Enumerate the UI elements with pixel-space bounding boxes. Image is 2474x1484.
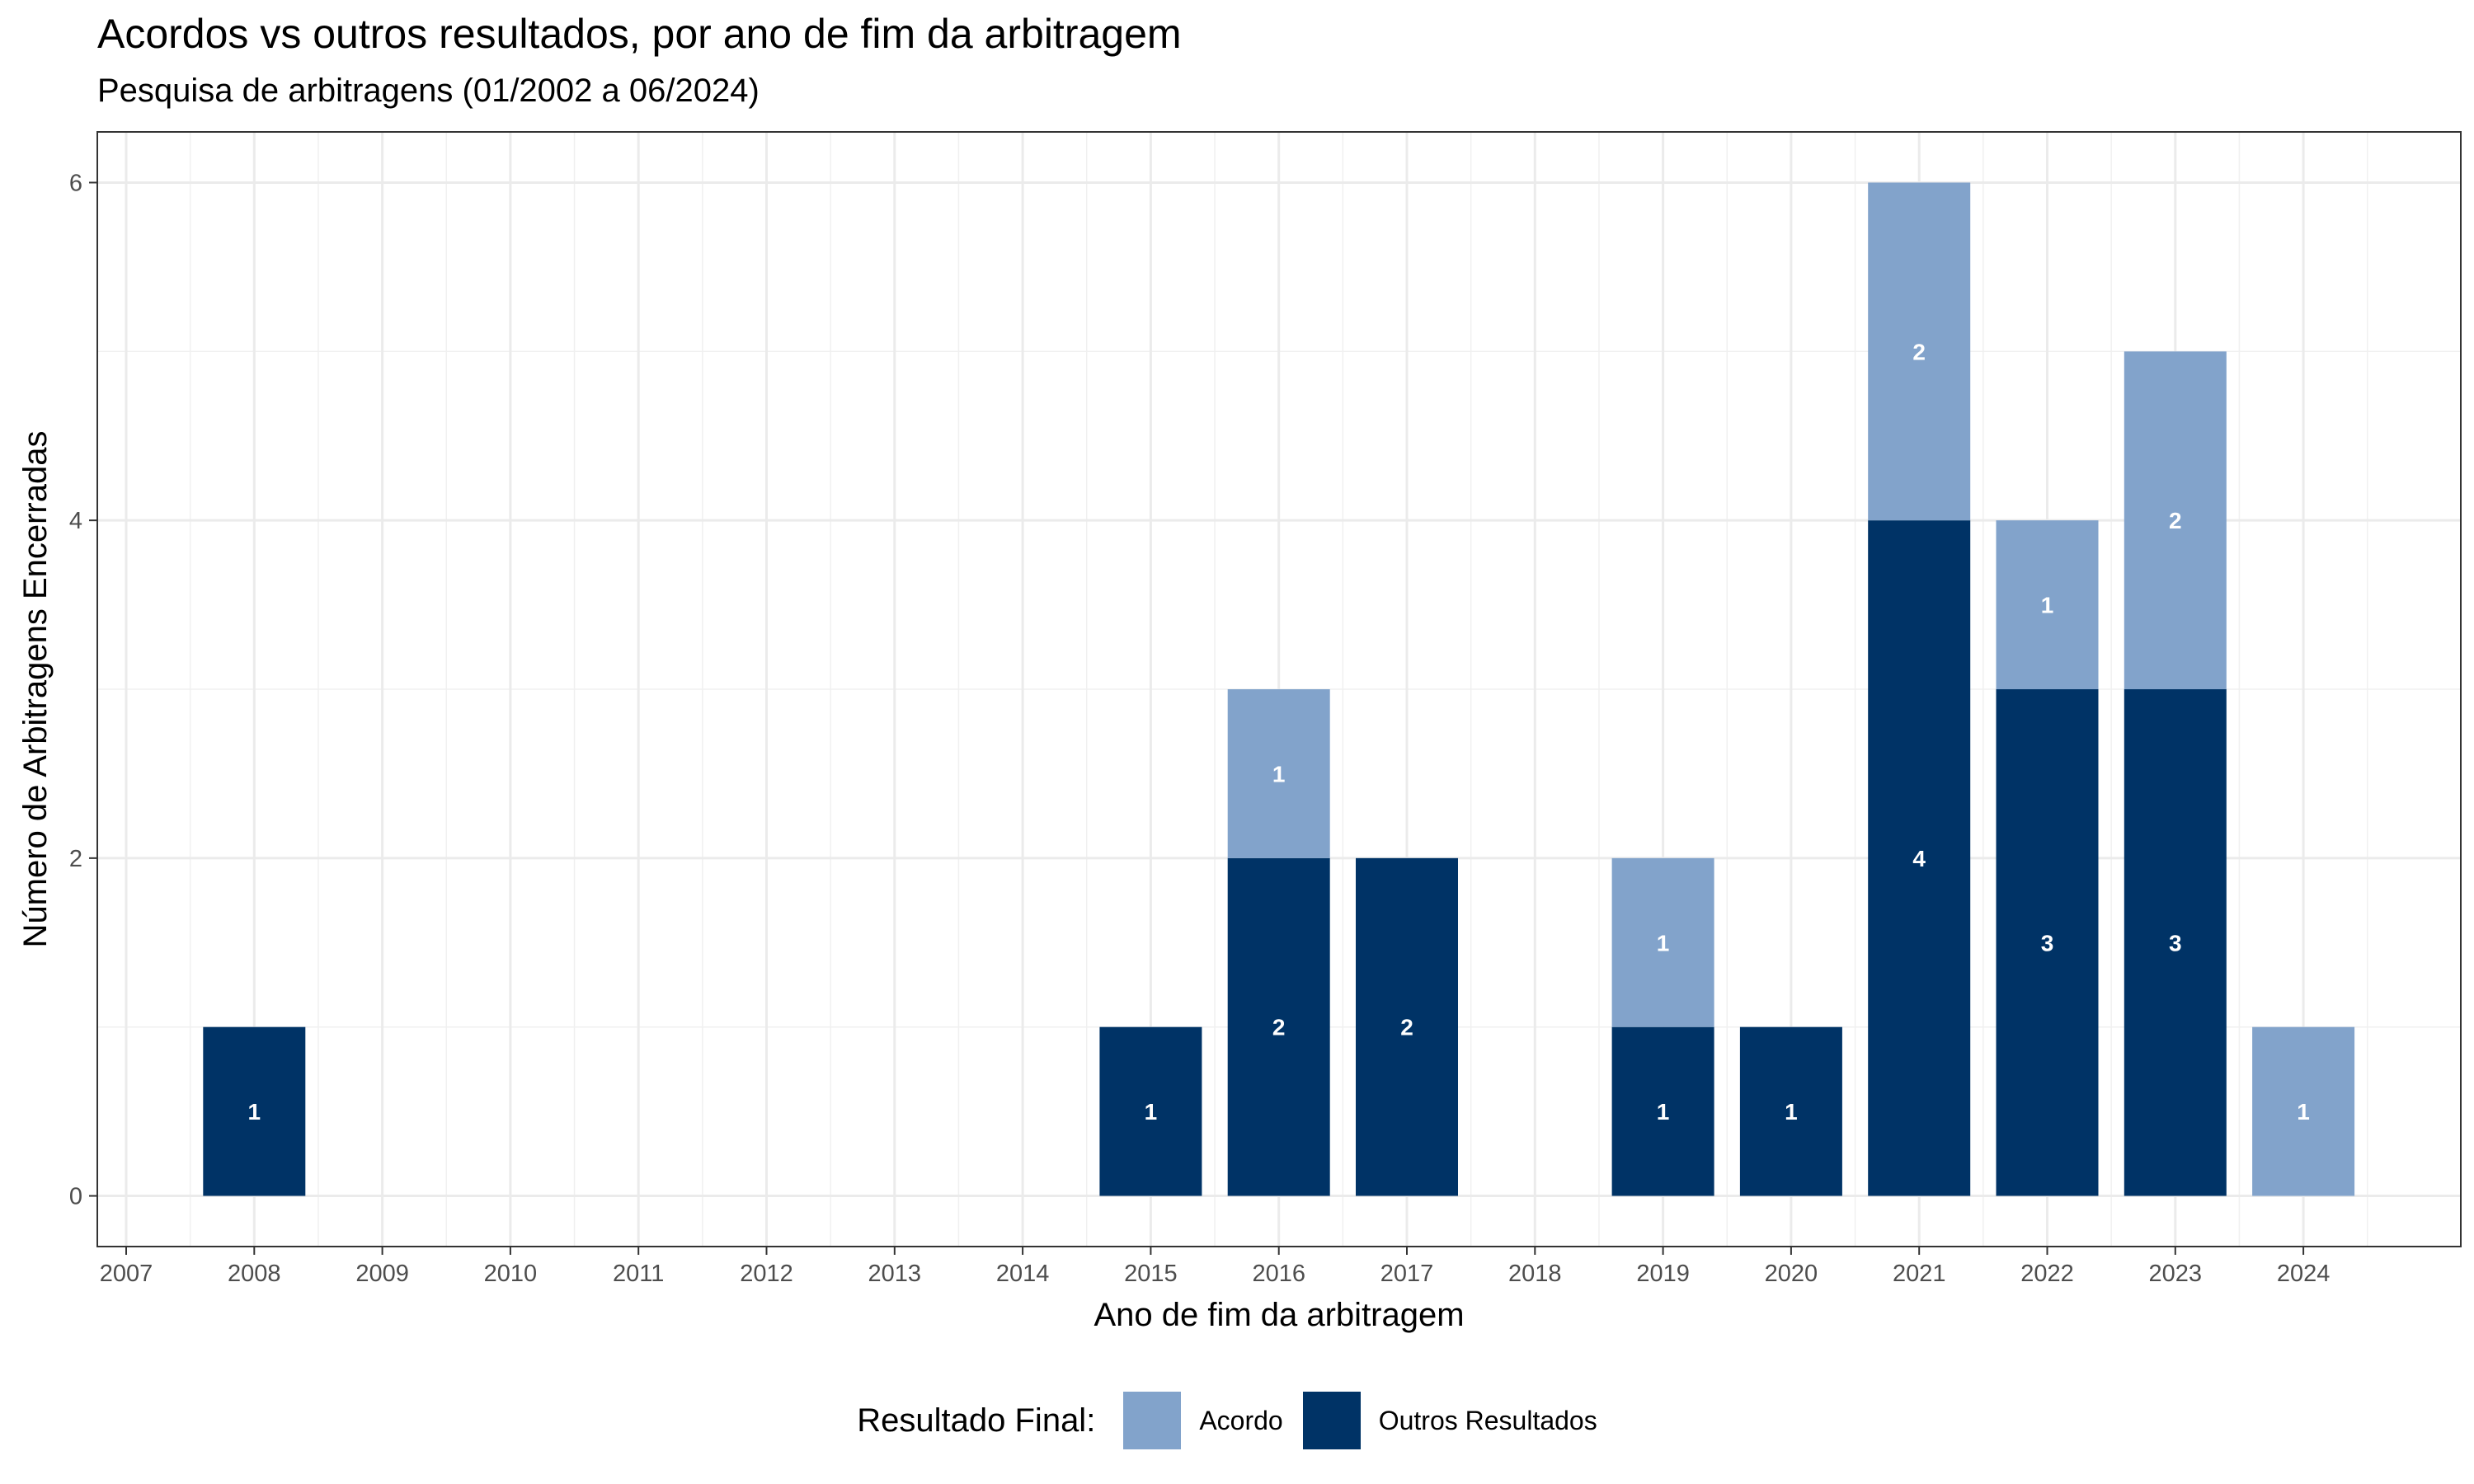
y-tick-label: 6 xyxy=(69,170,82,196)
bar-2008-outros-resultados xyxy=(203,1026,306,1196)
y-tick-label: 4 xyxy=(69,508,82,534)
bar-2020-outros-resultados xyxy=(1739,1026,1842,1196)
x-tick-label: 2016 xyxy=(1252,1261,1305,1287)
bar-label: 1 xyxy=(2297,1099,2310,1125)
bar-label: 2 xyxy=(1912,339,1926,364)
bar-2016-acordo xyxy=(1227,689,1330,858)
x-tick-label: 2007 xyxy=(100,1261,153,1287)
x-tick-label: 2017 xyxy=(1380,1261,1434,1287)
x-tick-label: 2021 xyxy=(1893,1261,1946,1287)
y-axis-title: Número de Arbitragens Encerradas xyxy=(17,431,54,948)
x-tick-label: 2023 xyxy=(2149,1261,2203,1287)
x-tick-label: 2018 xyxy=(1508,1261,1562,1287)
bar-label: 2 xyxy=(2169,508,2182,533)
x-tick-label: 2013 xyxy=(868,1261,922,1287)
bars xyxy=(203,182,2355,1196)
bar-label: 1 xyxy=(1145,1099,1158,1125)
y-tick-label: 0 xyxy=(69,1184,82,1210)
bar-label: 1 xyxy=(1272,761,1286,787)
bar-label: 1 xyxy=(248,1099,261,1125)
legend: Resultado Final: Acordo Outros Resultado… xyxy=(0,1392,2474,1449)
bar-labels: 1 1 2 1 2 1 1 1 4 2 3 1 3 2 1 xyxy=(248,339,2310,1125)
bar-2022-acordo xyxy=(1996,520,2099,689)
bar-2023-outros-resultados xyxy=(2124,689,2227,1196)
bar-label: 1 xyxy=(1657,1099,1670,1125)
x-axis-title: Ano de fim da arbitragem xyxy=(1094,1297,1464,1333)
x-tick-label: 2014 xyxy=(996,1261,1050,1287)
bar-label: 1 xyxy=(1657,930,1670,956)
bar-2023-acordo xyxy=(2124,351,2227,689)
bar-2019-outros-resultados xyxy=(1611,1026,1714,1196)
x-tick-label: 2010 xyxy=(484,1261,538,1287)
bar-label: 4 xyxy=(1912,846,1926,871)
chart-title: Acordos vs outros resultados, por ano de… xyxy=(97,11,1182,57)
bar-2024-acordo xyxy=(2252,1026,2355,1196)
legend-label-acordo: Acordo xyxy=(1199,1405,1283,1435)
bar-2021-acordo xyxy=(1868,182,1971,521)
x-tick-label: 2008 xyxy=(228,1261,281,1287)
legend-label-outros: Outros Resultados xyxy=(1378,1405,1597,1435)
x-tick-label: 2019 xyxy=(1636,1261,1690,1287)
x-tick-label: 2020 xyxy=(1765,1261,1818,1287)
x-tick-label: 2024 xyxy=(2277,1261,2331,1287)
y-tick-label: 2 xyxy=(69,846,82,872)
bar-label: 2 xyxy=(1272,1015,1286,1040)
chart-subtitle: Pesquisa de arbitragens (01/2002 a 06/20… xyxy=(97,73,760,109)
bar-2017-outros-resultados xyxy=(1356,857,1458,1196)
legend-title: Resultado Final: xyxy=(857,1402,1096,1439)
bar-label: 1 xyxy=(2041,593,2054,618)
x-tick-label: 2011 xyxy=(613,1261,664,1287)
bar-2015-outros-resultados xyxy=(1099,1026,1202,1196)
bar-2022-outros-resultados xyxy=(1996,689,2099,1196)
bar-label: 3 xyxy=(2041,930,2054,956)
x-tick-label: 2022 xyxy=(2020,1261,2074,1287)
x-tick-label: 2009 xyxy=(355,1261,409,1287)
axis-ticks: 2007 2008 2009 2010 2011 2012 2013 2014 2015 2016… xyxy=(69,170,2330,1287)
legend-key-acordo xyxy=(1123,1392,1182,1449)
chart-svg: 1 1 2 1 2 1 1 1 4 2 3 1 3 2 1 2007 2008 2009 2010 2011 2012… xyxy=(17,131,2462,1333)
legend-key-outros xyxy=(1302,1392,1361,1449)
x-tick-label: 2015 xyxy=(1124,1261,1178,1287)
bar-label: 1 xyxy=(1785,1099,1798,1125)
bar-label: 2 xyxy=(1400,1015,1413,1040)
bar-2019-acordo xyxy=(1611,857,1714,1027)
bar-2021-outros-resultados xyxy=(1868,520,1971,1196)
bar-label: 3 xyxy=(2169,930,2182,956)
bar-2016-outros-resultados xyxy=(1227,857,1330,1196)
x-tick-label: 2012 xyxy=(740,1261,793,1287)
